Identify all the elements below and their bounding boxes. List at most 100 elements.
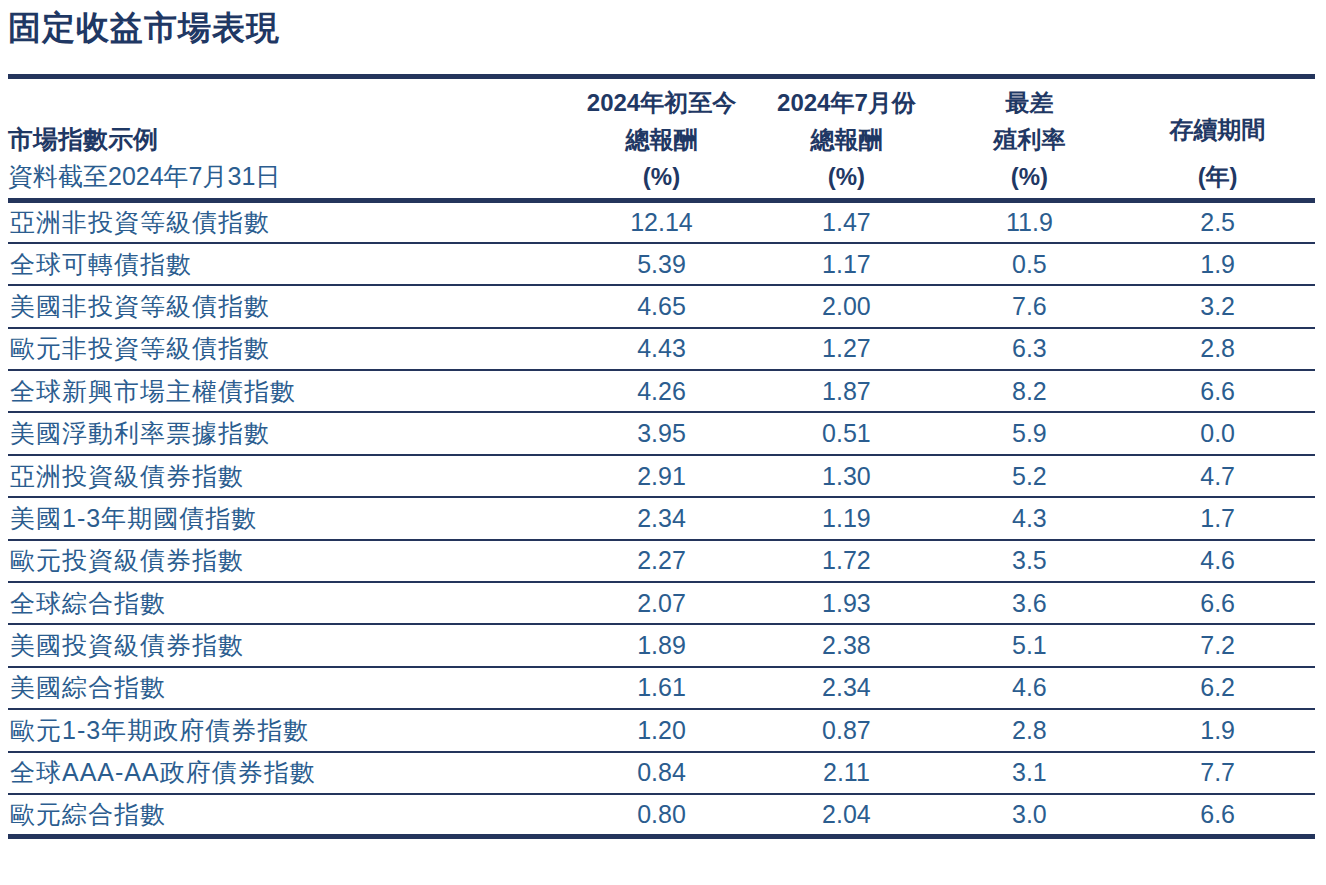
table-row: 美國1-3年期國債指數2.341.194.31.7 — [8, 497, 1315, 539]
value-cell: 1.89 — [569, 624, 755, 666]
value-cell: 1.19 — [754, 497, 938, 539]
header-index-title: 市場指數示例 — [8, 121, 569, 158]
value-cell: 0.5 — [939, 243, 1121, 285]
value-cell: 1.87 — [754, 370, 938, 412]
header-line: 殖利率 — [939, 121, 1121, 158]
table-body: 亞洲非投資等級債指數12.141.4711.92.5全球可轉債指數5.391.1… — [8, 201, 1315, 837]
value-cell: 1.47 — [754, 201, 938, 243]
table-row: 全球AAA-AA政府債券指數0.842.113.17.7 — [8, 752, 1315, 794]
value-cell: 1.30 — [754, 455, 938, 497]
value-cell: 3.5 — [939, 540, 1121, 582]
value-cell: 0.51 — [754, 412, 938, 454]
value-cell: 4.6 — [939, 667, 1121, 709]
value-cell: 3.0 — [939, 794, 1121, 836]
value-cell: 5.1 — [939, 624, 1121, 666]
header-line: (%) — [939, 158, 1121, 195]
header-row: 市場指數示例 資料截至2024年7月31日 2024年初至今 總報酬 (%) 2… — [8, 77, 1315, 201]
header-line: 總報酬 — [569, 121, 755, 158]
value-cell: 1.17 — [754, 243, 938, 285]
table-row: 美國綜合指數1.612.344.66.2 — [8, 667, 1315, 709]
value-cell: 5.2 — [939, 455, 1121, 497]
header-line: 2024年7月份 — [754, 84, 938, 121]
value-cell: 2.91 — [569, 455, 755, 497]
value-cell: 7.2 — [1120, 624, 1315, 666]
header-line: 總報酬 — [754, 121, 938, 158]
index-name-cell: 歐元1-3年期政府債券指數 — [8, 709, 569, 751]
table-row: 全球綜合指數2.071.933.66.6 — [8, 582, 1315, 624]
value-cell: 2.5 — [1120, 201, 1315, 243]
header-index-subtitle: 資料截至2024年7月31日 — [8, 158, 569, 195]
value-cell: 2.34 — [754, 667, 938, 709]
value-cell: 6.2 — [1120, 667, 1315, 709]
table-row: 亞洲非投資等級債指數12.141.4711.92.5 — [8, 201, 1315, 243]
table-row: 美國浮動利率票據指數3.950.515.90.0 — [8, 412, 1315, 454]
index-name-cell: 美國非投資等級債指數 — [8, 285, 569, 327]
value-cell: 1.93 — [754, 582, 938, 624]
value-cell: 1.20 — [569, 709, 755, 751]
index-name-cell: 美國1-3年期國債指數 — [8, 497, 569, 539]
value-cell: 1.9 — [1120, 709, 1315, 751]
value-cell: 1.61 — [569, 667, 755, 709]
value-cell: 0.80 — [569, 794, 755, 836]
value-cell: 2.07 — [569, 582, 755, 624]
value-cell: 6.6 — [1120, 582, 1315, 624]
header-line: 2024年初至今 — [569, 84, 755, 121]
header-line: (%) — [569, 158, 755, 195]
table-row: 歐元投資級債券指數2.271.723.54.6 — [8, 540, 1315, 582]
index-name-cell: 歐元綜合指數 — [8, 794, 569, 836]
table-header: 市場指數示例 資料截至2024年7月31日 2024年初至今 總報酬 (%) 2… — [8, 77, 1315, 201]
value-cell: 2.8 — [939, 709, 1121, 751]
header-yield-to-worst: 最差 殖利率 (%) — [939, 77, 1121, 201]
value-cell: 3.2 — [1120, 285, 1315, 327]
value-cell: 2.11 — [754, 752, 938, 794]
page-title: 固定收益市場表現 — [8, 6, 1315, 50]
value-cell: 6.3 — [939, 328, 1121, 370]
value-cell: 2.34 — [569, 497, 755, 539]
value-cell: 11.9 — [939, 201, 1121, 243]
index-name-cell: 全球新興市場主權債指數 — [8, 370, 569, 412]
value-cell: 8.2 — [939, 370, 1121, 412]
value-cell: 2.00 — [754, 285, 938, 327]
header-line: (年) — [1120, 158, 1315, 195]
table-row: 亞洲投資級債券指數2.911.305.24.7 — [8, 455, 1315, 497]
value-cell: 0.87 — [754, 709, 938, 751]
index-name-cell: 全球綜合指數 — [8, 582, 569, 624]
value-cell: 3.6 — [939, 582, 1121, 624]
index-name-cell: 亞洲投資級債券指數 — [8, 455, 569, 497]
header-july-return: 2024年7月份 總報酬 (%) — [754, 77, 938, 201]
value-cell: 0.0 — [1120, 412, 1315, 454]
value-cell: 3.95 — [569, 412, 755, 454]
index-name-cell: 美國綜合指數 — [8, 667, 569, 709]
fixed-income-table: 市場指數示例 資料截至2024年7月31日 2024年初至今 總報酬 (%) 2… — [8, 74, 1315, 839]
value-cell: 2.27 — [569, 540, 755, 582]
header-duration: 存續期間 (年) — [1120, 77, 1315, 201]
value-cell: 6.6 — [1120, 794, 1315, 836]
value-cell: 1.9 — [1120, 243, 1315, 285]
index-name-cell: 歐元非投資等級債指數 — [8, 328, 569, 370]
value-cell: 2.38 — [754, 624, 938, 666]
value-cell: 2.04 — [754, 794, 938, 836]
page: 固定收益市場表現 市場指數示例 資料截至2024年7月31日 2024年初至今 … — [0, 0, 1326, 885]
header-ytd-return: 2024年初至今 總報酬 (%) — [569, 77, 755, 201]
value-cell: 4.43 — [569, 328, 755, 370]
table-row: 美國投資級債券指數1.892.385.17.2 — [8, 624, 1315, 666]
value-cell: 3.1 — [939, 752, 1121, 794]
value-cell: 1.72 — [754, 540, 938, 582]
value-cell: 1.7 — [1120, 497, 1315, 539]
table-row: 歐元綜合指數0.802.043.06.6 — [8, 794, 1315, 836]
value-cell: 5.9 — [939, 412, 1121, 454]
index-name-cell: 全球可轉債指數 — [8, 243, 569, 285]
header-market-index: 市場指數示例 資料截至2024年7月31日 — [8, 77, 569, 201]
value-cell: 4.7 — [1120, 455, 1315, 497]
table-row: 美國非投資等級債指數4.652.007.63.2 — [8, 285, 1315, 327]
value-cell: 4.65 — [569, 285, 755, 327]
index-name-cell: 全球AAA-AA政府債券指數 — [8, 752, 569, 794]
value-cell: 4.26 — [569, 370, 755, 412]
table-row: 全球可轉債指數5.391.170.51.9 — [8, 243, 1315, 285]
index-name-cell: 美國投資級債券指數 — [8, 624, 569, 666]
index-name-cell: 歐元投資級債券指數 — [8, 540, 569, 582]
index-name-cell: 亞洲非投資等級債指數 — [8, 201, 569, 243]
value-cell: 12.14 — [569, 201, 755, 243]
header-line: 存續期間 — [1120, 111, 1315, 148]
header-line: 最差 — [939, 84, 1121, 121]
